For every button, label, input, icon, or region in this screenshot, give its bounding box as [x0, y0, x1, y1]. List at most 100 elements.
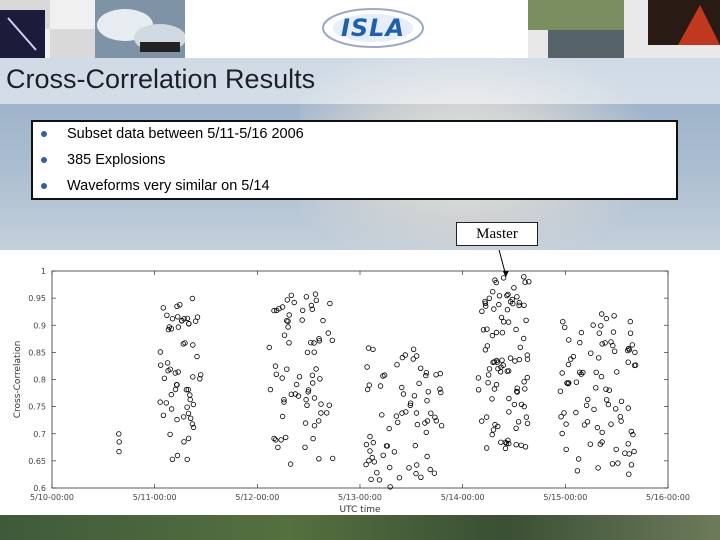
- data-point: [497, 369, 504, 375]
- data-point: [416, 380, 422, 387]
- data-point: [184, 315, 191, 322]
- y-tick-label: 0.9: [33, 321, 46, 330]
- data-point: [524, 356, 531, 362]
- data-point: [287, 461, 294, 467]
- data-point: [364, 386, 371, 393]
- x-tick-label: 5/11-00:00: [133, 493, 177, 502]
- data-point: [116, 431, 122, 437]
- data-point: [166, 324, 173, 330]
- data-point: [514, 385, 520, 391]
- data-point: [284, 366, 290, 372]
- data-point: [608, 421, 614, 427]
- data-point: [563, 446, 569, 453]
- data-point: [371, 459, 377, 465]
- data-point: [618, 398, 625, 404]
- thumbnail-clouds: [95, 0, 185, 58]
- bullet-item: Subset data between 5/11-5/16 2006: [41, 126, 304, 142]
- data-point: [494, 359, 500, 365]
- data-point: [330, 455, 336, 462]
- data-point: [522, 386, 528, 392]
- y-tick-label: 0.85: [28, 348, 46, 357]
- data-point: [167, 431, 173, 438]
- data-point: [311, 349, 317, 355]
- data-point: [363, 441, 370, 448]
- master-arrowhead: [502, 271, 509, 278]
- data-point: [559, 430, 565, 437]
- data-point: [318, 410, 324, 416]
- data-point: [479, 308, 485, 314]
- x-tick-label: 5/16-00:00: [646, 493, 690, 502]
- data-point: [174, 416, 180, 423]
- data-point: [288, 292, 294, 298]
- data-point: [414, 353, 420, 359]
- data-point: [486, 295, 492, 301]
- data-point: [310, 435, 316, 442]
- data-point: [609, 461, 616, 467]
- data-point: [628, 428, 634, 435]
- data-point: [521, 274, 527, 280]
- data-point: [189, 295, 196, 302]
- data-point: [311, 340, 317, 346]
- data-point: [168, 406, 175, 412]
- data-point: [285, 324, 291, 330]
- data-point: [631, 448, 637, 455]
- data-point: [291, 299, 297, 306]
- data-point: [431, 470, 438, 476]
- data-point: [423, 372, 429, 379]
- data-point: [410, 356, 416, 362]
- data-point: [506, 368, 512, 374]
- data-point: [368, 476, 374, 483]
- data-point: [363, 461, 369, 468]
- data-point: [432, 414, 438, 420]
- data-point: [391, 449, 398, 455]
- data-point: [521, 302, 527, 308]
- data-point: [396, 474, 403, 481]
- data-point: [505, 291, 511, 298]
- data-point: [563, 421, 569, 427]
- data-point: [598, 323, 604, 329]
- header-banner: ISLA: [0, 0, 720, 58]
- data-point: [180, 414, 187, 420]
- data-point: [410, 346, 417, 352]
- data-point: [197, 376, 203, 382]
- data-point: [475, 375, 482, 381]
- data-point: [425, 389, 431, 395]
- thumbnail-volcano: [528, 0, 720, 58]
- data-point: [304, 402, 310, 408]
- data-point: [573, 379, 580, 385]
- data-point: [511, 401, 518, 408]
- data-point: [180, 341, 186, 347]
- data-point: [424, 453, 430, 460]
- data-point: [618, 418, 624, 424]
- data-point: [590, 322, 596, 328]
- data-point: [492, 277, 498, 283]
- data-point: [500, 275, 507, 281]
- data-point: [633, 362, 639, 368]
- data-point: [566, 380, 572, 386]
- data-point: [302, 420, 309, 426]
- data-point: [583, 402, 590, 409]
- data-point: [327, 300, 333, 307]
- data-point: [482, 300, 489, 306]
- data-point: [311, 422, 318, 429]
- data-point: [514, 294, 520, 300]
- data-point: [611, 313, 617, 319]
- data-point: [475, 387, 482, 393]
- bullet-dot-icon: [41, 183, 47, 190]
- data-point: [377, 383, 384, 389]
- data-point: [272, 363, 279, 369]
- y-tick-label: 0.6: [33, 484, 46, 493]
- data-point: [495, 423, 501, 430]
- bullet-item: 385 Explosions: [41, 152, 165, 168]
- data-point: [516, 299, 522, 306]
- data-point: [284, 317, 290, 324]
- data-point: [523, 414, 530, 420]
- data-point: [184, 456, 190, 463]
- slide-title: Cross-Correlation Results: [6, 64, 316, 94]
- data-point: [316, 335, 322, 342]
- data-point: [187, 392, 193, 398]
- data-point: [366, 457, 372, 464]
- data-point: [273, 437, 279, 443]
- data-point: [163, 400, 169, 406]
- data-point: [581, 422, 588, 428]
